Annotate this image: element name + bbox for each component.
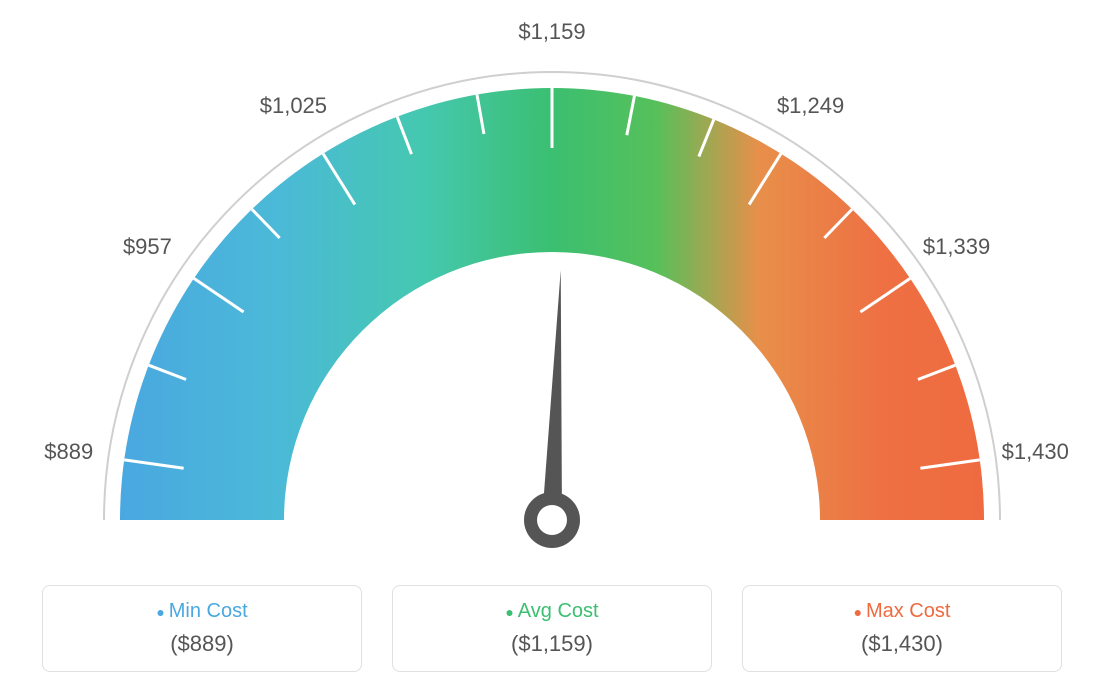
legend-card-min: Min Cost ($889) [42,585,362,672]
gauge-tick-label: $1,339 [923,234,990,260]
gauge-tick-label: $1,249 [777,93,844,119]
gauge-tick-label: $1,159 [518,19,585,45]
gauge-tick-label: $1,430 [1002,439,1069,465]
legend-card-max: Max Cost ($1,430) [742,585,1062,672]
legend-row: Min Cost ($889) Avg Cost ($1,159) Max Co… [0,585,1104,672]
gauge-svg [0,0,1104,560]
legend-min-value: ($889) [43,631,361,657]
gauge-tick-label: $889 [44,439,93,465]
legend-min-label: Min Cost [43,600,361,623]
legend-max-value: ($1,430) [743,631,1061,657]
legend-card-avg: Avg Cost ($1,159) [392,585,712,672]
legend-avg-value: ($1,159) [393,631,711,657]
gauge-tick-label: $957 [123,234,172,260]
gauge-tick-label: $1,025 [260,93,327,119]
gauge-chart: $889 $957 $1,025 $1,159 $1,249 $1,339 $1,430 [0,0,1104,560]
legend-max-label: Max Cost [743,600,1061,623]
legend-avg-label: Avg Cost [393,600,711,623]
